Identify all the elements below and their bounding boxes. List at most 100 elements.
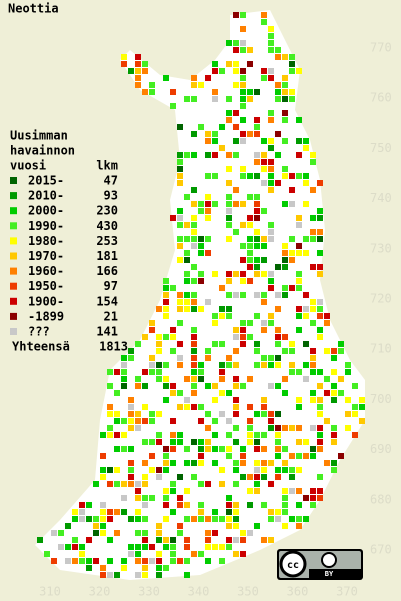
observation-square (177, 173, 183, 179)
observation-square (296, 313, 302, 319)
observation-square (198, 439, 204, 445)
observation-square (268, 383, 274, 389)
legend-count: 21 (104, 309, 118, 323)
observation-square (282, 390, 288, 396)
observation-squares (37, 12, 365, 578)
observation-square (317, 439, 323, 445)
observation-square (156, 306, 162, 312)
observation-square (226, 544, 232, 550)
observation-square (247, 502, 253, 508)
observation-square (79, 502, 85, 508)
observation-square (184, 516, 190, 522)
observation-square (142, 558, 148, 564)
observation-square (275, 467, 281, 473)
observation-square (212, 131, 218, 137)
observation-square (261, 467, 267, 473)
observation-square (184, 397, 190, 403)
observation-square (212, 432, 218, 438)
observation-square (163, 537, 169, 543)
observation-square (65, 523, 71, 529)
observation-square (177, 159, 183, 165)
observation-square (233, 509, 239, 515)
observation-square (254, 159, 260, 165)
observation-square (114, 390, 120, 396)
observation-square (86, 502, 92, 508)
observation-square (149, 453, 155, 459)
observation-square (268, 285, 274, 291)
legend-swatch (10, 207, 17, 215)
observation-square (240, 131, 246, 137)
observation-square (219, 446, 225, 452)
y-coordinate-label: 700 (370, 392, 392, 406)
observation-square (135, 425, 141, 431)
observation-square (114, 432, 120, 438)
observation-square (310, 215, 316, 221)
observation-square (177, 222, 183, 228)
observation-square (331, 467, 337, 473)
observation-square (100, 565, 106, 571)
observation-square (331, 355, 337, 361)
observation-square (247, 439, 253, 445)
observation-square (142, 544, 148, 550)
observation-square (163, 446, 169, 452)
observation-square (121, 383, 127, 389)
observation-square (240, 460, 246, 466)
observation-square (247, 264, 253, 270)
observation-square (240, 278, 246, 284)
observation-square (296, 152, 302, 158)
observation-square (310, 425, 316, 431)
observation-square (163, 565, 169, 571)
observation-square (149, 89, 155, 95)
observation-square (226, 390, 232, 396)
observation-square (163, 495, 169, 501)
observation-square (352, 383, 358, 389)
observation-square (149, 82, 155, 88)
observation-square (233, 47, 239, 53)
observation-square (184, 236, 190, 242)
observation-square (205, 411, 211, 417)
observation-square (254, 467, 260, 473)
observation-square (310, 299, 316, 305)
observation-square (268, 159, 274, 165)
observation-square (296, 173, 302, 179)
observation-square (338, 376, 344, 382)
observation-square (198, 509, 204, 515)
observation-square (226, 313, 232, 319)
observation-square (128, 516, 134, 522)
observation-square (128, 481, 134, 487)
observation-square (247, 257, 253, 263)
observation-square (240, 103, 246, 109)
observation-square (226, 355, 232, 361)
observation-square (177, 439, 183, 445)
observation-square (296, 453, 302, 459)
observation-square (149, 362, 155, 368)
observation-square (240, 551, 246, 557)
observation-square (261, 19, 267, 25)
observation-square (58, 544, 64, 550)
observation-square (233, 425, 239, 431)
observation-square (254, 432, 260, 438)
observation-square (184, 544, 190, 550)
observation-square (107, 425, 113, 431)
observation-square (135, 383, 141, 389)
observation-square (163, 502, 169, 508)
observation-square (275, 82, 281, 88)
observation-square (170, 544, 176, 550)
observation-square (296, 523, 302, 529)
observation-square (296, 117, 302, 123)
observation-square (114, 369, 120, 375)
legend-count: 166 (96, 264, 118, 278)
observation-square (184, 488, 190, 494)
observation-square (184, 558, 190, 564)
observation-square (289, 201, 295, 207)
observation-square (184, 502, 190, 508)
observation-square (177, 432, 183, 438)
observation-square (247, 215, 253, 221)
observation-square (219, 306, 225, 312)
observation-square (142, 369, 148, 375)
observation-square (296, 271, 302, 277)
observation-square (170, 383, 176, 389)
legend-swatch (10, 328, 17, 335)
observation-square (275, 439, 281, 445)
observation-square (268, 26, 274, 32)
